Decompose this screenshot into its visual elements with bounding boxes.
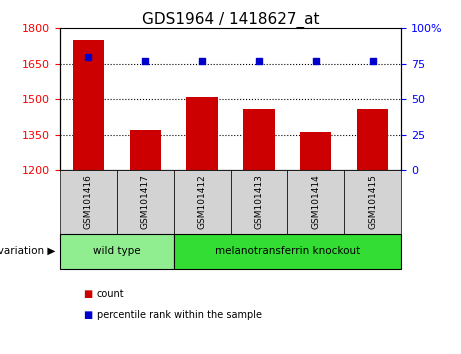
- Text: melanotransferrin knockout: melanotransferrin knockout: [215, 246, 360, 256]
- Point: [85, 54, 92, 59]
- Text: percentile rank within the sample: percentile rank within the sample: [97, 310, 262, 320]
- Bar: [243, 109, 275, 170]
- Text: ■: ■: [83, 310, 92, 320]
- Text: GSM101412: GSM101412: [198, 175, 207, 229]
- Text: GSM101413: GSM101413: [254, 174, 263, 229]
- Text: wild type: wild type: [93, 246, 141, 256]
- Text: ■: ■: [83, 289, 92, 299]
- Point: [142, 58, 149, 64]
- Title: GDS1964 / 1418627_at: GDS1964 / 1418627_at: [142, 12, 319, 28]
- Text: genotype/variation ▶: genotype/variation ▶: [0, 246, 55, 256]
- Text: GSM101416: GSM101416: [84, 174, 93, 229]
- Text: GSM101415: GSM101415: [368, 174, 377, 229]
- Bar: [300, 132, 331, 170]
- Bar: [357, 109, 388, 170]
- Point: [255, 58, 263, 64]
- Bar: [130, 130, 161, 170]
- Text: GSM101417: GSM101417: [141, 174, 150, 229]
- Bar: [73, 40, 104, 170]
- Point: [312, 58, 319, 64]
- Text: GSM101414: GSM101414: [311, 175, 320, 229]
- Text: count: count: [97, 289, 124, 299]
- Point: [369, 58, 376, 64]
- Bar: [186, 97, 218, 170]
- Point: [198, 58, 206, 64]
